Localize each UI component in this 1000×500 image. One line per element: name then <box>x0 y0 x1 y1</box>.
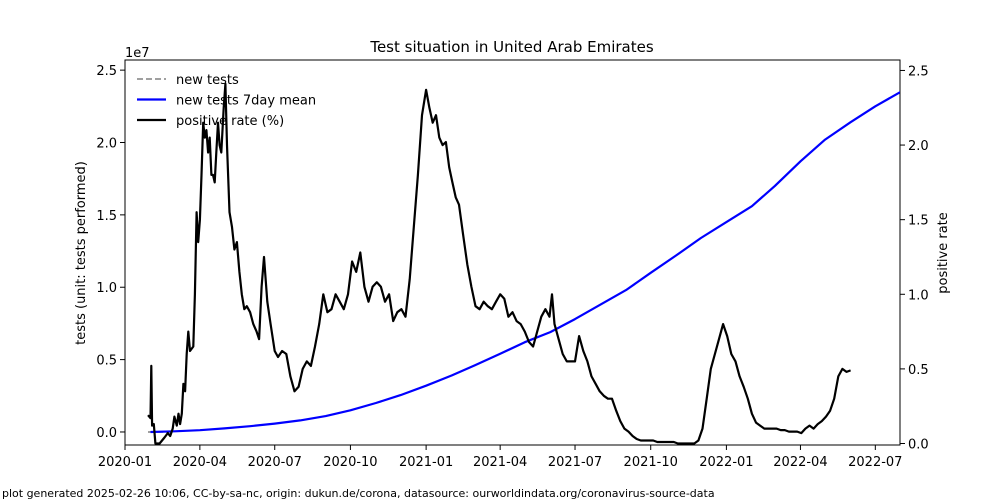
x-tick-label: 2020-01 <box>98 455 152 470</box>
x-tick-label: 2020-10 <box>323 455 377 470</box>
y-left-tick-label: 1.5 <box>96 209 117 224</box>
x-tick-label: 2021-07 <box>548 455 602 470</box>
series-line-2 <box>150 90 900 434</box>
chart-title: Test situation in United Arab Emirates <box>369 38 654 56</box>
y-left-tick-label: 1.0 <box>96 281 117 296</box>
y-left-tick-label: 2.5 <box>96 64 117 79</box>
y-right-tick-label: 0.0 <box>908 438 929 453</box>
series-line-3 <box>147 82 851 445</box>
y-right-tick-label: 1.5 <box>908 214 929 229</box>
legend-label: new tests <box>176 73 239 88</box>
y-axis-left-label: tests (unit: tests performed) <box>74 161 89 345</box>
legend: new tests new tests 7day mean positive rat… <box>137 73 316 129</box>
y-right-tick-label: 2.0 <box>908 139 929 154</box>
x-tick-label: 2022-01 <box>699 455 753 470</box>
y-right-tick-label: 1.0 <box>908 288 929 303</box>
legend-label: new tests 7day mean <box>176 94 316 109</box>
y-left-tick-label: 2.0 <box>96 137 117 152</box>
y-right-tick-label: 2.5 <box>908 64 929 79</box>
x-tick-label: 2020-07 <box>248 455 302 470</box>
y-right-tick-label: 0.5 <box>908 363 929 378</box>
left-axis-offset-label: 1e7 <box>125 46 150 61</box>
x-tick-label: 2020-04 <box>173 455 227 470</box>
x-tick-label: 2022-07 <box>848 455 902 470</box>
footer-text: plot generated 2025-02-26 10:06, CC-by-s… <box>2 487 715 500</box>
x-tick-label: 2022-04 <box>773 455 827 470</box>
plot-area: 2020-01 2020-04 2020-07 2020-10 2021-01 2021-… <box>96 59 929 470</box>
x-tick-label: 2021-04 <box>473 455 527 470</box>
legend-label: positive rate (%) <box>176 114 284 129</box>
x-tick-label: 2021-01 <box>399 455 453 470</box>
y-left-tick-label: 0.5 <box>96 354 117 369</box>
y-left-tick-label: 0.0 <box>96 426 117 441</box>
x-tick-label: 2021-10 <box>624 455 678 470</box>
y-axis-right-label: positive rate <box>936 212 951 294</box>
plot-frame <box>124 59 901 446</box>
